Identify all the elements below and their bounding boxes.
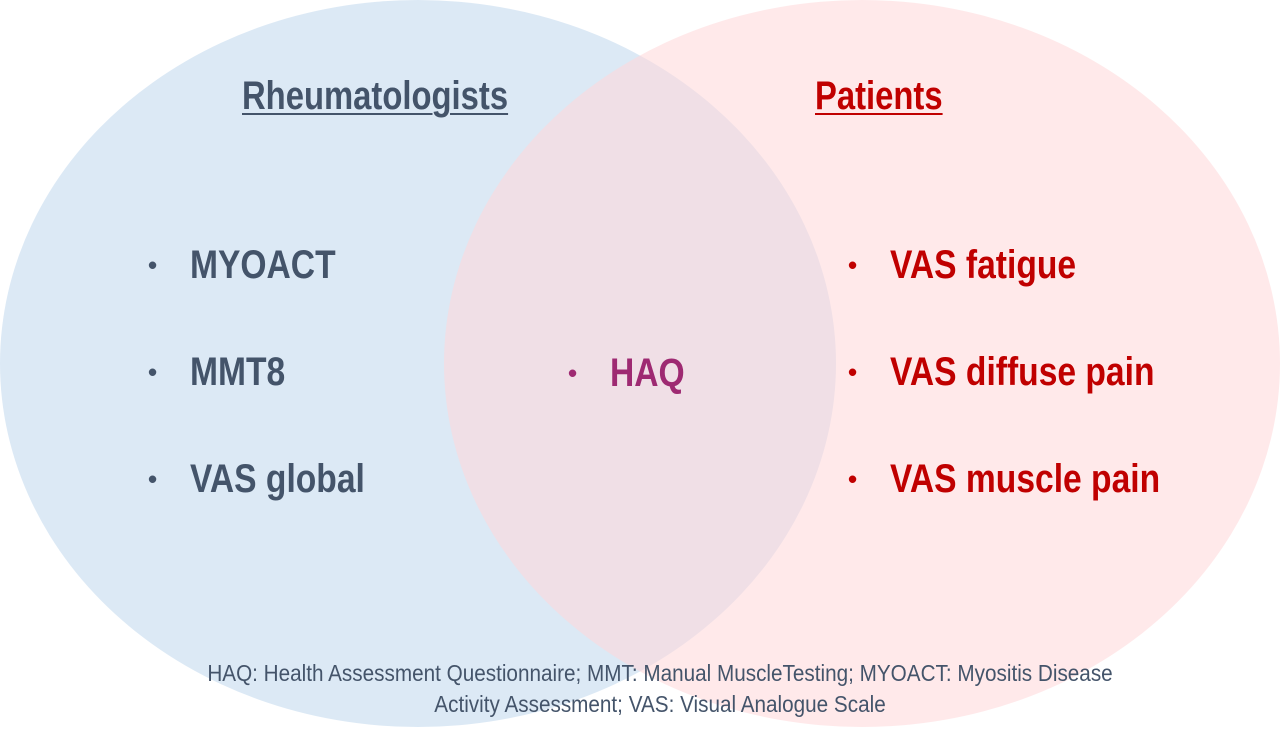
patients-heading: Patients <box>815 74 943 118</box>
item-myoact: MYOACT <box>190 243 336 287</box>
bullet-icon: • <box>848 357 858 387</box>
bullet-icon: • <box>148 250 158 280</box>
bullet-icon: • <box>848 464 858 494</box>
item-vas-muscle-pain: VAS muscle pain <box>890 457 1161 501</box>
item-vas-fatigue: VAS fatigue <box>890 243 1077 287</box>
item-vas-global: VAS global <box>190 457 365 501</box>
item-mmt8: MMT8 <box>190 350 286 394</box>
bullet-icon: • <box>568 358 578 388</box>
abbreviations-footnote: HAQ: Health Assessment Questionnaire; MM… <box>165 658 1155 720</box>
patients-circle <box>444 0 1280 727</box>
footnote-line-1: HAQ: Health Assessment Questionnaire; MM… <box>207 660 1113 686</box>
bullet-icon: • <box>148 357 158 387</box>
item-haq: HAQ <box>610 351 685 395</box>
bullet-icon: • <box>148 464 158 494</box>
rheumatologists-heading: Rheumatologists <box>242 74 509 118</box>
item-vas-diffuse-pain: VAS diffuse pain <box>890 350 1155 394</box>
bullet-icon: • <box>848 250 858 280</box>
footnote-line-2: Activity Assessment; VAS: Visual Analogu… <box>434 691 886 717</box>
